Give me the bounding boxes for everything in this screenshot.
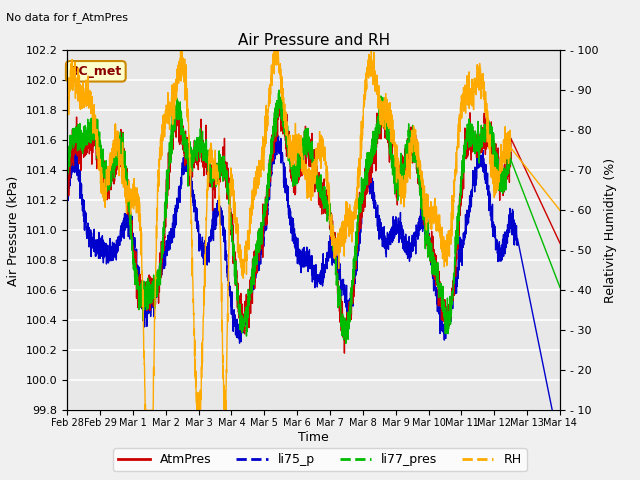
Y-axis label: Air Pressure (kPa): Air Pressure (kPa) bbox=[7, 175, 20, 286]
Y-axis label: Relativity Humidity (%): Relativity Humidity (%) bbox=[604, 158, 617, 303]
Text: No data for f_AtmPres: No data for f_AtmPres bbox=[6, 12, 129, 23]
X-axis label: Time: Time bbox=[298, 431, 329, 444]
Title: Air Pressure and RH: Air Pressure and RH bbox=[237, 33, 390, 48]
Legend: AtmPres, li75_p, li77_pres, RH: AtmPres, li75_p, li77_pres, RH bbox=[113, 448, 527, 471]
Text: BC_met: BC_met bbox=[70, 65, 122, 78]
